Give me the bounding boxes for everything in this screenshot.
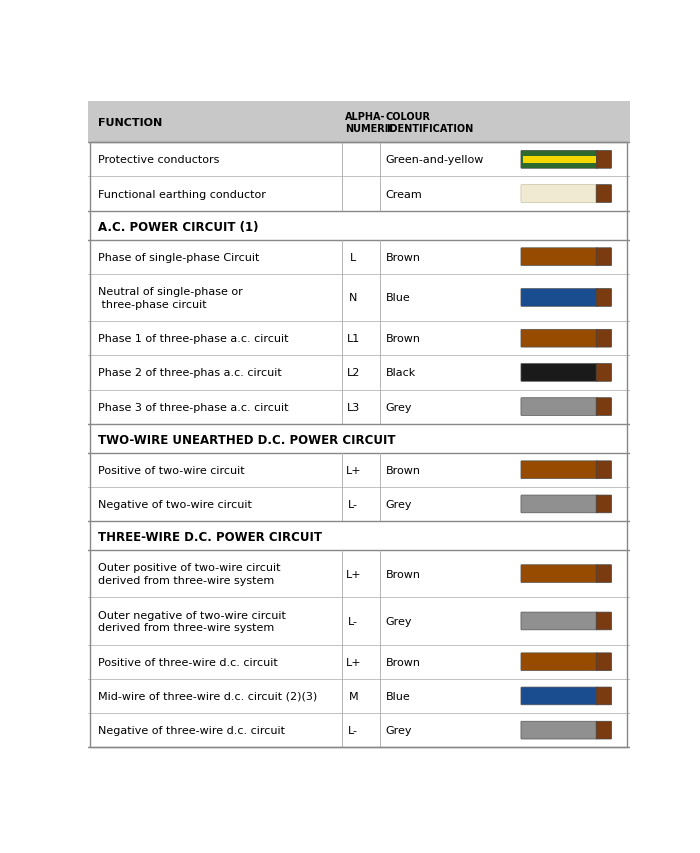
Text: Brown: Brown: [386, 334, 421, 344]
Text: Negative of two-wire circuit: Negative of two-wire circuit: [98, 499, 252, 509]
Text: M: M: [349, 691, 358, 701]
FancyBboxPatch shape: [596, 185, 612, 203]
Text: Outer negative of two-wire circuit
derived from three-wire system: Outer negative of two-wire circuit deriv…: [98, 610, 286, 633]
FancyBboxPatch shape: [596, 461, 612, 479]
Text: A.C. POWER CIRCUIT (1): A.C. POWER CIRCUIT (1): [98, 221, 259, 234]
Bar: [88, 275, 630, 322]
Bar: [88, 487, 630, 521]
FancyBboxPatch shape: [596, 151, 612, 169]
FancyBboxPatch shape: [521, 496, 597, 514]
Text: Phase of single-phase Circuit: Phase of single-phase Circuit: [98, 252, 260, 263]
FancyBboxPatch shape: [521, 653, 597, 670]
Bar: [88, 143, 630, 177]
FancyBboxPatch shape: [596, 364, 612, 382]
FancyBboxPatch shape: [596, 496, 612, 514]
Text: L: L: [350, 252, 356, 263]
Bar: [88, 713, 630, 747]
Text: Blue: Blue: [386, 293, 411, 303]
Bar: [88, 102, 630, 143]
Text: Functional earthing conductor: Functional earthing conductor: [98, 189, 266, 200]
FancyBboxPatch shape: [521, 185, 597, 203]
FancyBboxPatch shape: [596, 289, 612, 307]
Text: Phase 2 of three-phas a.c. circuit: Phase 2 of three-phas a.c. circuit: [98, 368, 282, 378]
Text: L2: L2: [346, 368, 360, 378]
FancyBboxPatch shape: [521, 330, 597, 348]
Text: Outer positive of two-wire circuit
derived from three-wire system: Outer positive of two-wire circuit deriv…: [98, 563, 281, 585]
FancyBboxPatch shape: [521, 151, 597, 169]
Text: Grey: Grey: [386, 402, 412, 412]
Text: FUNCTION: FUNCTION: [98, 118, 162, 128]
FancyBboxPatch shape: [521, 364, 597, 382]
Bar: [88, 322, 630, 356]
Bar: [88, 390, 630, 424]
Text: Phase 3 of three-phase a.c. circuit: Phase 3 of three-phase a.c. circuit: [98, 402, 289, 412]
FancyBboxPatch shape: [596, 330, 612, 348]
Text: THREE-WIRE D.C. POWER CIRCUIT: THREE-WIRE D.C. POWER CIRCUIT: [98, 531, 322, 543]
Text: Negative of three-wire d.c. circuit: Negative of three-wire d.c. circuit: [98, 725, 286, 735]
Text: L+: L+: [346, 465, 361, 475]
Bar: [88, 550, 630, 598]
FancyBboxPatch shape: [521, 612, 597, 630]
Text: Grey: Grey: [386, 616, 412, 626]
Text: Black: Black: [386, 368, 416, 378]
Text: Brown: Brown: [386, 465, 421, 475]
Text: Positive of three-wire d.c. circuit: Positive of three-wire d.c. circuit: [98, 657, 278, 667]
Text: Neutral of single-phase or
 three-phase circuit: Neutral of single-phase or three-phase c…: [98, 287, 243, 310]
Text: N: N: [349, 293, 358, 303]
Text: Blue: Blue: [386, 691, 411, 701]
Bar: [88, 598, 630, 645]
Text: L1: L1: [346, 334, 360, 344]
Text: L+: L+: [346, 569, 361, 579]
Text: Protective conductors: Protective conductors: [98, 155, 220, 165]
Bar: [88, 424, 630, 453]
Text: L-: L-: [349, 616, 358, 626]
Text: L3: L3: [346, 402, 360, 412]
Text: COLOUR
IDENTIFICATION: COLOUR IDENTIFICATION: [386, 112, 473, 134]
Text: L-: L-: [349, 499, 358, 509]
FancyBboxPatch shape: [596, 688, 612, 705]
FancyBboxPatch shape: [521, 688, 597, 705]
Bar: [88, 645, 630, 679]
FancyBboxPatch shape: [596, 653, 612, 670]
Text: Brown: Brown: [386, 657, 421, 667]
Bar: [88, 453, 630, 487]
Text: Positive of two-wire circuit: Positive of two-wire circuit: [98, 465, 245, 475]
Text: L-: L-: [349, 725, 358, 735]
Bar: [88, 679, 630, 713]
Bar: [88, 212, 630, 241]
Bar: [88, 356, 630, 390]
FancyBboxPatch shape: [596, 398, 612, 416]
Text: ALPHA-
NUMERIC: ALPHA- NUMERIC: [345, 112, 396, 134]
Bar: [88, 177, 630, 212]
Text: Cream: Cream: [386, 189, 423, 200]
Text: Green-and-yellow: Green-and-yellow: [386, 155, 484, 165]
Text: Mid-wire of three-wire d.c. circuit (2)(3): Mid-wire of three-wire d.c. circuit (2)(…: [98, 691, 318, 701]
Text: Phase 1 of three-phase a.c. circuit: Phase 1 of three-phase a.c. circuit: [98, 334, 289, 344]
Text: Grey: Grey: [386, 725, 412, 735]
FancyBboxPatch shape: [596, 612, 612, 630]
FancyBboxPatch shape: [521, 398, 597, 416]
Text: L+: L+: [346, 657, 361, 667]
FancyBboxPatch shape: [521, 248, 597, 266]
Bar: [88, 521, 630, 550]
Bar: [523, 157, 596, 164]
FancyBboxPatch shape: [521, 722, 597, 740]
FancyBboxPatch shape: [596, 565, 612, 583]
Text: Grey: Grey: [386, 499, 412, 509]
Text: Brown: Brown: [386, 252, 421, 263]
FancyBboxPatch shape: [521, 565, 597, 583]
FancyBboxPatch shape: [596, 722, 612, 740]
Bar: [88, 241, 630, 275]
FancyBboxPatch shape: [521, 461, 597, 479]
Text: Brown: Brown: [386, 569, 421, 579]
Text: TWO-WIRE UNEARTHED D.C. POWER CIRCUIT: TWO-WIRE UNEARTHED D.C. POWER CIRCUIT: [98, 433, 396, 446]
FancyBboxPatch shape: [521, 289, 597, 307]
FancyBboxPatch shape: [596, 248, 612, 266]
